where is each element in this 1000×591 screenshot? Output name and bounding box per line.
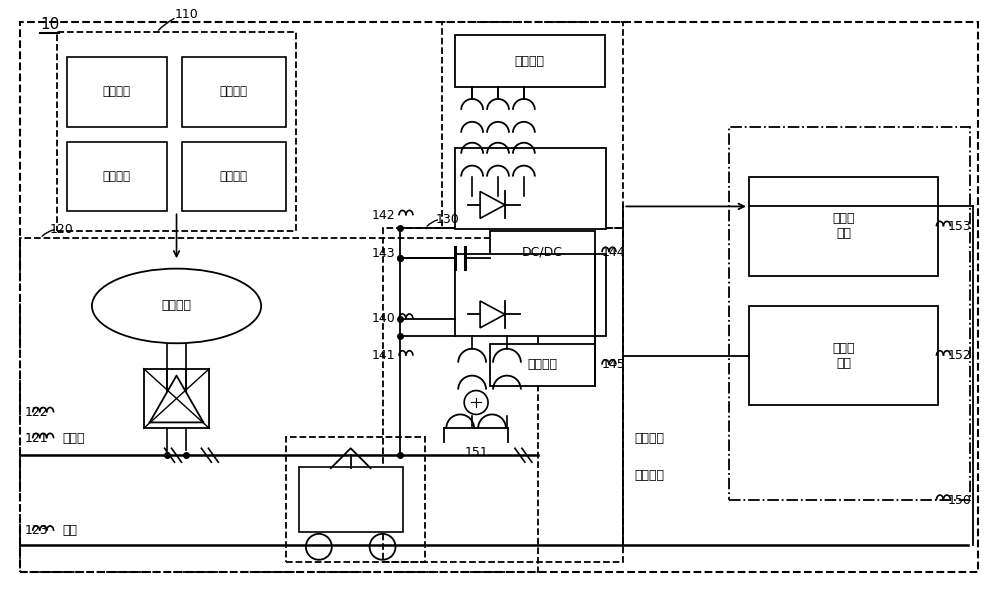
Text: 火力发电: 火力发电 xyxy=(103,86,131,99)
Text: 145: 145 xyxy=(602,358,625,371)
Text: 122: 122 xyxy=(24,406,48,419)
Text: 风力发电: 风力发电 xyxy=(103,170,131,183)
Text: 130: 130 xyxy=(435,213,459,226)
Text: 140: 140 xyxy=(372,313,395,326)
Text: 150: 150 xyxy=(948,493,972,506)
Text: 120: 120 xyxy=(50,223,74,236)
Text: 152: 152 xyxy=(948,349,972,362)
Text: 电流信息: 电流信息 xyxy=(634,432,664,445)
Bar xyxy=(182,142,286,212)
Circle shape xyxy=(464,391,488,414)
Bar xyxy=(729,127,970,500)
Text: 110: 110 xyxy=(175,8,198,21)
Text: 水力发电: 水力发电 xyxy=(220,86,248,99)
Bar xyxy=(455,148,606,229)
Text: 123: 123 xyxy=(24,524,48,537)
Text: 控制子
模块: 控制子 模块 xyxy=(832,212,855,241)
Bar xyxy=(490,344,595,385)
Text: 处理子
模块: 处理子 模块 xyxy=(832,342,855,370)
Bar xyxy=(57,33,296,231)
Bar xyxy=(286,437,425,561)
Bar xyxy=(749,306,938,405)
Bar xyxy=(20,238,538,571)
Text: 143: 143 xyxy=(372,246,395,259)
Text: DC/DC: DC/DC xyxy=(522,246,563,259)
Text: 151: 151 xyxy=(464,446,488,459)
Bar xyxy=(490,231,595,273)
Text: 光伏发电: 光伏发电 xyxy=(220,170,248,183)
Bar xyxy=(455,35,605,87)
Text: 142: 142 xyxy=(372,209,395,222)
Text: 121: 121 xyxy=(24,432,48,445)
Bar xyxy=(299,467,403,532)
Bar xyxy=(383,228,623,561)
Bar xyxy=(442,22,623,228)
Bar xyxy=(67,142,167,212)
Bar xyxy=(67,57,167,127)
Text: 储能元件: 储能元件 xyxy=(527,358,557,371)
Bar xyxy=(144,369,209,428)
Ellipse shape xyxy=(92,269,261,343)
Text: 10: 10 xyxy=(40,17,59,33)
Text: 144: 144 xyxy=(602,246,625,259)
Bar xyxy=(182,57,286,127)
Text: 153: 153 xyxy=(948,220,972,233)
Text: 接触网: 接触网 xyxy=(62,432,85,445)
Bar xyxy=(749,177,938,276)
Text: 钓轨: 钓轨 xyxy=(62,524,77,537)
Text: 电压信息: 电压信息 xyxy=(634,469,664,482)
Text: 公用电网: 公用电网 xyxy=(515,54,545,67)
Bar xyxy=(455,254,606,336)
Text: 141: 141 xyxy=(372,349,395,362)
Text: 电力系统: 电力系统 xyxy=(162,300,192,313)
